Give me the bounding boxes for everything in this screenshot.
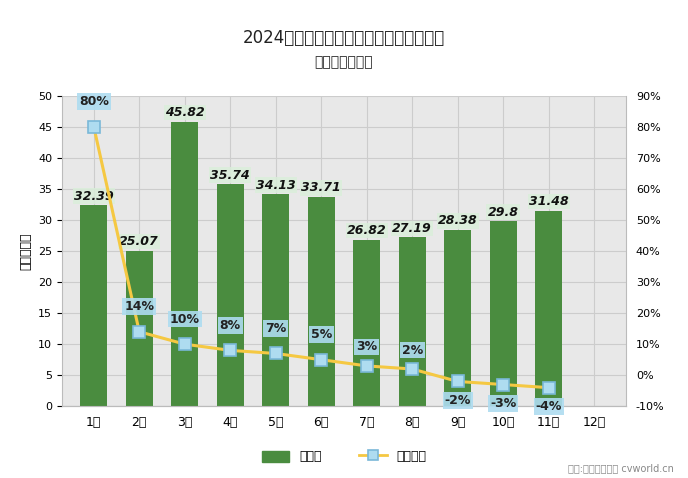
Bar [444,230,471,406]
Bar [262,194,290,406]
Bar [126,250,153,406]
Bar [353,239,380,406]
Text: 31.48: 31.48 [529,195,568,208]
Bar [490,221,517,406]
Text: -4%: -4% [535,400,562,413]
Bar [80,205,107,406]
Text: -2%: -2% [444,394,471,407]
Text: 14%: 14% [125,300,154,313]
Legend: 月销量, 累计增幅: 月销量, 累计增幅 [257,445,431,468]
Text: 45.82: 45.82 [165,106,204,119]
Bar [398,238,426,406]
Text: 34.13: 34.13 [256,179,296,192]
Text: 3%: 3% [356,340,377,354]
Text: （单位：万辆）: （单位：万辆） [314,55,374,69]
Text: 制图:第一商用车网 cvworld.cn: 制图:第一商用车网 cvworld.cn [568,463,674,473]
Bar [308,197,335,406]
Bar [171,121,198,406]
Text: 7%: 7% [265,322,286,335]
Text: 28.38: 28.38 [438,215,477,228]
Text: -3%: -3% [490,397,517,410]
Text: 25.07: 25.07 [120,235,159,248]
Text: 33.71: 33.71 [301,181,341,195]
Text: 26.82: 26.82 [347,224,387,237]
Text: 27.19: 27.19 [392,222,432,235]
Text: 10%: 10% [170,313,200,326]
Y-axis label: 单位：万辆: 单位：万辆 [19,232,32,270]
Text: 35.74: 35.74 [211,169,250,182]
Text: 32.39: 32.39 [74,190,114,203]
Text: 29.8: 29.8 [488,206,519,218]
Text: 8%: 8% [219,319,241,332]
Text: 80%: 80% [79,95,109,108]
Text: 2024年商用车市场销量及累计增幅走势图: 2024年商用车市场销量及累计增幅走势图 [243,29,445,47]
Text: 2%: 2% [402,344,423,357]
Bar [217,184,244,406]
Text: 5%: 5% [310,328,332,341]
Bar [535,211,562,406]
